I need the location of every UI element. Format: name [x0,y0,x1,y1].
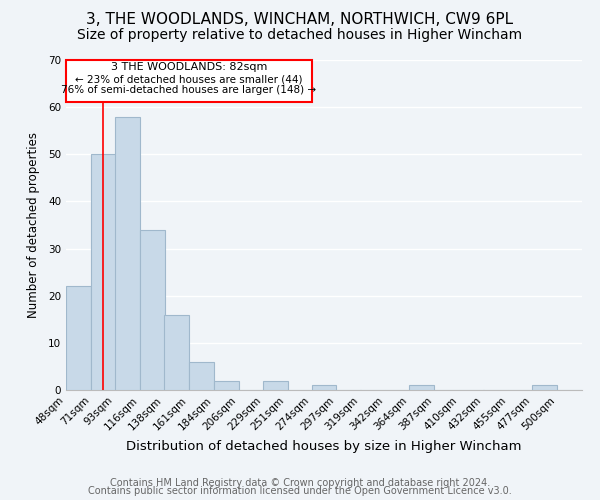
Bar [214,380,239,390]
Text: 76% of semi-detached houses are larger (148) →: 76% of semi-detached houses are larger (… [61,84,316,94]
Y-axis label: Number of detached properties: Number of detached properties [26,132,40,318]
Bar [66,286,91,390]
Bar [532,386,557,390]
Text: Size of property relative to detached houses in Higher Wincham: Size of property relative to detached ho… [77,28,523,42]
Bar [263,380,287,390]
Bar [115,116,140,390]
Text: 3 THE WOODLANDS: 82sqm: 3 THE WOODLANDS: 82sqm [110,62,267,72]
Text: ← 23% of detached houses are smaller (44): ← 23% of detached houses are smaller (44… [75,74,302,84]
X-axis label: Distribution of detached houses by size in Higher Wincham: Distribution of detached houses by size … [126,440,522,453]
FancyBboxPatch shape [66,60,311,102]
Bar [164,314,189,390]
Bar [409,386,434,390]
Text: Contains HM Land Registry data © Crown copyright and database right 2024.: Contains HM Land Registry data © Crown c… [110,478,490,488]
Bar [189,362,214,390]
Bar [91,154,116,390]
Text: Contains public sector information licensed under the Open Government Licence v3: Contains public sector information licen… [88,486,512,496]
Bar [311,386,337,390]
Bar [140,230,165,390]
Text: 3, THE WOODLANDS, WINCHAM, NORTHWICH, CW9 6PL: 3, THE WOODLANDS, WINCHAM, NORTHWICH, CW… [86,12,514,28]
